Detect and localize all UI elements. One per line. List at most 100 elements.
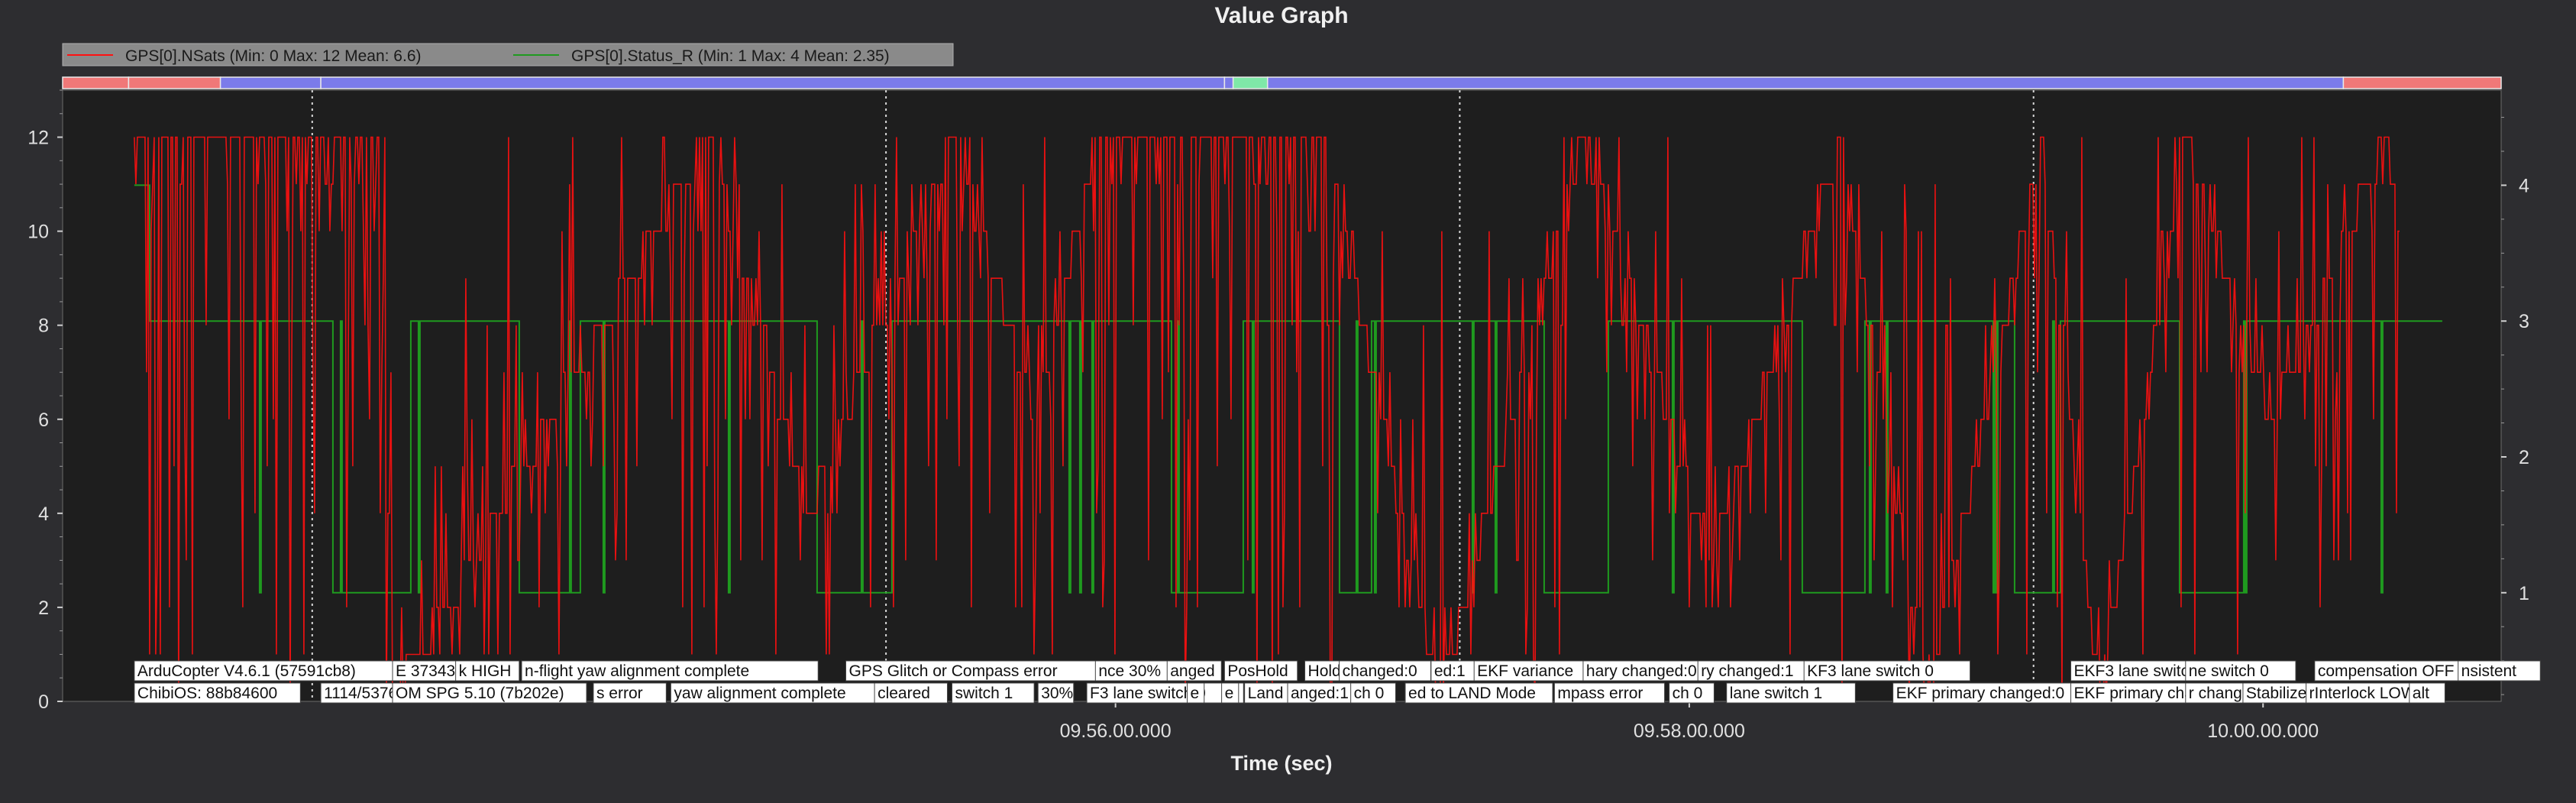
message-text-1-9: e bbox=[1191, 685, 1200, 702]
message-box-1-7 bbox=[1037, 682, 1075, 704]
message-box-0-16 bbox=[2185, 660, 2296, 682]
mode-segment-4 bbox=[1223, 76, 1234, 89]
message-box-1-13 bbox=[1350, 682, 1396, 704]
message-text-1-21: Stabilize bbox=[2246, 685, 2306, 702]
left-tick-label-12: 12 bbox=[27, 128, 49, 149]
mode-segment-6 bbox=[1266, 76, 2345, 89]
message-text-1-20: r chang bbox=[2189, 685, 2242, 702]
legend-entry-0: GPS[0].NSats (Min: 0 Max: 12 Mean: 6.6) bbox=[125, 47, 422, 65]
message-box-1-23 bbox=[2409, 682, 2445, 704]
message-box-1-9 bbox=[1187, 682, 1205, 704]
series-status-line bbox=[134, 184, 2442, 594]
message-box-0-11 bbox=[1473, 660, 1595, 682]
x-tick-label-0: 09.56.00.000 bbox=[1060, 720, 1172, 742]
message-text-0-18: nsistent bbox=[2461, 662, 2517, 680]
message-box-1-6 bbox=[952, 682, 1035, 704]
message-text-1-7: 30% bbox=[1041, 685, 1073, 702]
message-box-1-11 bbox=[1244, 682, 1290, 704]
message-box-1-4 bbox=[670, 682, 884, 704]
right-tick-label-4: 4 bbox=[2519, 175, 2529, 196]
left-tick-label-10: 10 bbox=[27, 222, 49, 243]
message-text-0-16: ne switch 0 bbox=[2189, 662, 2269, 680]
message-text-1-4: yaw alignment complete bbox=[674, 685, 845, 702]
mode-segment-2 bbox=[219, 76, 322, 89]
x-tick-label-2: 10.00.00.000 bbox=[2207, 720, 2319, 742]
message-box-0-0 bbox=[134, 660, 404, 682]
message-text-1-3: s error bbox=[596, 685, 643, 702]
message-box-0-17 bbox=[2314, 660, 2472, 682]
message-box-1-10 bbox=[1221, 682, 1240, 704]
message-text-1-5: cleared bbox=[878, 685, 930, 702]
message-text-1-16: ch 0 bbox=[1673, 685, 1703, 702]
message-text-0-12: hary changed:0 bbox=[1586, 662, 1697, 680]
message-box-0-4 bbox=[845, 660, 1106, 682]
message-box-0-13 bbox=[1697, 660, 1818, 682]
right-tick-label-3: 3 bbox=[2519, 311, 2529, 332]
message-text-1-8: F3 lane switch 0 bbox=[1090, 685, 1206, 702]
message-text-1-2: OM SPG 5.10 (7b202e) bbox=[396, 685, 564, 702]
message-text-0-8: Hold bbox=[1308, 662, 1341, 680]
message-box-1-3 bbox=[593, 682, 667, 704]
x-axis-label: Time (sec) bbox=[1230, 752, 1332, 775]
mode-segment-1 bbox=[128, 76, 221, 89]
message-text-1-1: 1114/5376 bbox=[324, 685, 397, 702]
message-text-1-14: ed to LAND Mode bbox=[1408, 685, 1536, 702]
message-text-1-0: ChibiOS: 88b84600 bbox=[137, 685, 277, 702]
legend-entry-1: GPS[0].Status_R (Min: 1 Max: 4 Mean: 2.3… bbox=[571, 47, 890, 65]
message-box-0-18 bbox=[2458, 660, 2541, 682]
series-nsats-line bbox=[134, 136, 2400, 702]
message-box-0-14 bbox=[1803, 660, 1971, 682]
right-tick-label-2: 2 bbox=[2519, 447, 2529, 468]
message-text-1-11: Land bbox=[1248, 685, 1284, 702]
message-box-0-7 bbox=[1223, 660, 1298, 682]
message-text-0-15: EKF3 lane switch 1 bbox=[2074, 662, 2212, 680]
message-box-1-17 bbox=[1726, 682, 1856, 704]
legend-box bbox=[62, 43, 954, 66]
message-box-1-18 bbox=[1892, 682, 2097, 704]
message-text-0-17: compensation OFF bbox=[2318, 662, 2455, 680]
message-text-0-9: changed:0 bbox=[1343, 662, 1417, 680]
message-box-1-16 bbox=[1669, 682, 1715, 704]
message-text-1-10: e bbox=[1225, 685, 1234, 702]
message-text-0-7: PosHold bbox=[1227, 662, 1288, 680]
mode-segment-5 bbox=[1232, 76, 1269, 89]
right-tick-label-1: 1 bbox=[2519, 583, 2529, 604]
mode-segment-7 bbox=[2342, 76, 2502, 89]
mode-segment-0 bbox=[62, 76, 130, 89]
left-tick-label-4: 4 bbox=[38, 503, 49, 525]
message-text-1-18: EKF primary changed:0 bbox=[1896, 685, 2065, 702]
left-tick-label-8: 8 bbox=[38, 316, 49, 337]
message-box-1-2 bbox=[392, 682, 587, 704]
message-text-0-0: ArduCopter V4.6.1 (57591cb8) bbox=[137, 662, 356, 680]
message-text-0-11: EKF variance bbox=[1477, 662, 1573, 680]
mode-segment-3 bbox=[320, 76, 1226, 89]
message-box-1-15 bbox=[1553, 682, 1666, 704]
message-text-0-3: n-flight yaw alignment complete bbox=[525, 662, 749, 680]
message-text-0-2: k HIGH bbox=[459, 662, 512, 680]
message-text-0-14: KF3 lane switch 0 bbox=[1807, 662, 1934, 680]
message-text-1-23: alt bbox=[2413, 685, 2429, 702]
message-text-1-22: rInterlock LOW bbox=[2309, 685, 2416, 702]
message-text-0-13: ry changed:1 bbox=[1701, 662, 1793, 680]
left-tick-label-0: 0 bbox=[38, 691, 49, 713]
message-text-0-5: nce 30% bbox=[1098, 662, 1161, 680]
left-tick-label-2: 2 bbox=[38, 597, 49, 619]
message-text-1-6: switch 1 bbox=[955, 685, 1013, 702]
message-text-1-13: ch 0 bbox=[1354, 685, 1385, 702]
message-box-1-5 bbox=[874, 682, 948, 704]
message-text-1-15: mpass error bbox=[1557, 685, 1643, 702]
message-text-1-12: anged:1 bbox=[1291, 685, 1349, 702]
message-box-0-2 bbox=[455, 660, 520, 682]
left-tick-label-6: 6 bbox=[38, 410, 49, 431]
message-box-1-0 bbox=[134, 682, 301, 704]
x-tick-label-1: 09.58.00.000 bbox=[1634, 720, 1745, 742]
message-text-0-6: anged bbox=[1170, 662, 1214, 680]
message-box-0-5 bbox=[1094, 660, 1169, 682]
message-box-0-6 bbox=[1166, 660, 1222, 682]
message-box-1-8 bbox=[1086, 682, 1244, 704]
message-text-0-4: GPS Glitch or Compass error bbox=[849, 662, 1058, 680]
message-box-0-3 bbox=[521, 660, 819, 682]
chart-title: Value Graph bbox=[1214, 3, 1348, 28]
